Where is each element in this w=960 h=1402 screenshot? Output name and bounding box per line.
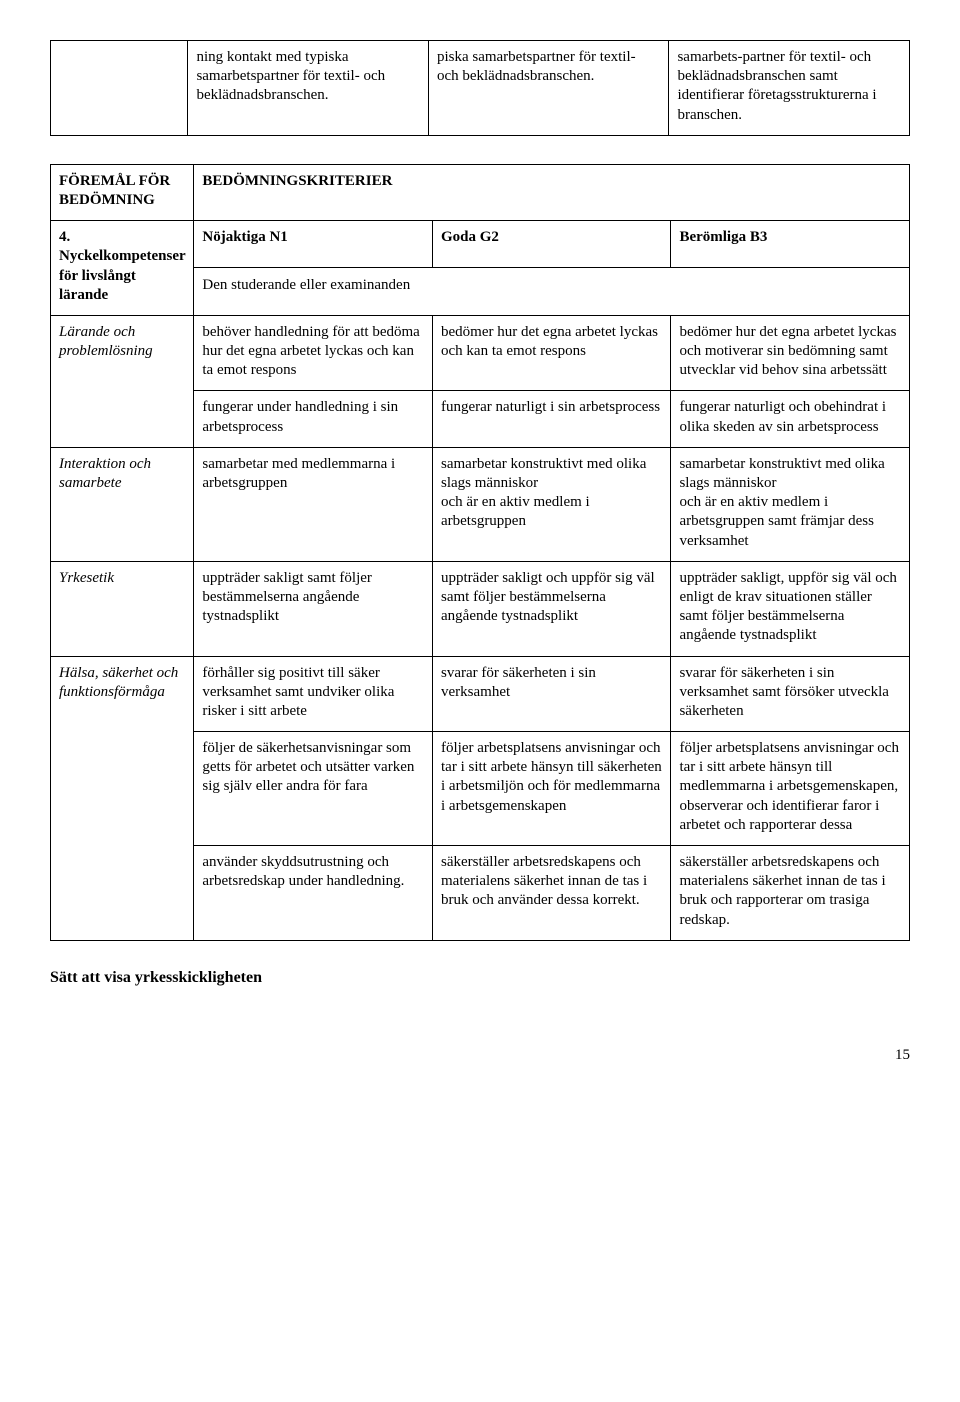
cell: behöver handledning för att bedöma hur d… <box>194 315 433 391</box>
table-row: Interaktion och samarbete samarbetar med… <box>51 447 910 561</box>
top-table: ning kontakt med typiska samarbetspartne… <box>50 40 910 136</box>
cell: uppträder sakligt samt följer bestämmels… <box>194 561 433 656</box>
criteria-table: FÖREMÅL FÖR BEDÖMNING BEDÖMNINGSKRITERIE… <box>50 164 910 941</box>
cell: uppträder sakligt och uppför sig väl sam… <box>433 561 671 656</box>
header-cell: BEDÖMNINGSKRITERIER <box>194 164 910 220</box>
table-row: ning kontakt med typiska samarbetspartne… <box>51 41 910 136</box>
cell: svarar för säkerheten i sin verksamhet <box>433 656 671 732</box>
row-label: Interaktion och samarbete <box>51 447 194 561</box>
cell: samarbetar med medlemmarna i arbetsgrupp… <box>194 447 433 561</box>
section-heading: Sätt att visa yrkesskickligheten <box>50 969 910 987</box>
cell: följer arbetsplatsens anvisningar och ta… <box>433 732 671 846</box>
table-row: FÖREMÅL FÖR BEDÖMNING BEDÖMNINGSKRITERIE… <box>51 164 910 220</box>
subheader-cell: Den studerande eller examinanden <box>194 267 910 315</box>
cell <box>51 41 188 136</box>
table-row: Lärande och problemlösning behöver handl… <box>51 315 910 391</box>
table-row: 4. Nyckelkompetenser för livslångt läran… <box>51 221 910 268</box>
cell: bedömer hur det egna arbetet lyckas och … <box>671 315 910 391</box>
cell: fungerar naturligt i sin arbetsprocess <box>433 391 671 447</box>
header-cell: 4. Nyckelkompetenser för livslångt läran… <box>51 221 194 316</box>
row-label: Hälsa, säkerhet och funktionsförmåga <box>51 656 194 940</box>
table-row: Yrkesetik uppträder sakligt samt följer … <box>51 561 910 656</box>
cell: fungerar naturligt och obehindrat i olik… <box>671 391 910 447</box>
cell: använder skyddsutrustning och arbetsreds… <box>194 846 433 941</box>
cell: svarar för säkerheten i sin verksamhet s… <box>671 656 910 732</box>
cell: ning kontakt med typiska samarbetspartne… <box>188 41 429 136</box>
header-cell: FÖREMÅL FÖR BEDÖMNING <box>51 164 194 220</box>
cell: följer de säkerhetsanvisningar som getts… <box>194 732 433 846</box>
table-row: Hälsa, säkerhet och funktionsförmåga för… <box>51 656 910 732</box>
cell: samarbets-partner för textil- och bekläd… <box>669 41 910 136</box>
cell: förhåller sig positivt till säker verksa… <box>194 656 433 732</box>
header-cell: Goda G2 <box>433 221 671 268</box>
cell: samarbetar konstruktivt med olika slags … <box>433 447 671 561</box>
cell: piska samarbetspartner för textil- och b… <box>428 41 669 136</box>
header-cell: Nöjaktiga N1 <box>194 221 433 268</box>
cell: följer arbetsplatsens anvisningar och ta… <box>671 732 910 846</box>
cell: samarbetar konstruktivt med olika slags … <box>671 447 910 561</box>
cell: bedömer hur det egna arbetet lyckas och … <box>433 315 671 391</box>
cell: säkerställer arbetsredskapens och materi… <box>671 846 910 941</box>
cell: fungerar under handledning i sin arbetsp… <box>194 391 433 447</box>
row-label: Yrkesetik <box>51 561 194 656</box>
cell: uppträder sakligt, uppför sig väl och en… <box>671 561 910 656</box>
cell: säkerställer arbetsredskapens och materi… <box>433 846 671 941</box>
page-number: 15 <box>50 1047 910 1064</box>
header-cell: Berömliga B3 <box>671 221 910 268</box>
row-label: Lärande och problemlösning <box>51 315 194 447</box>
